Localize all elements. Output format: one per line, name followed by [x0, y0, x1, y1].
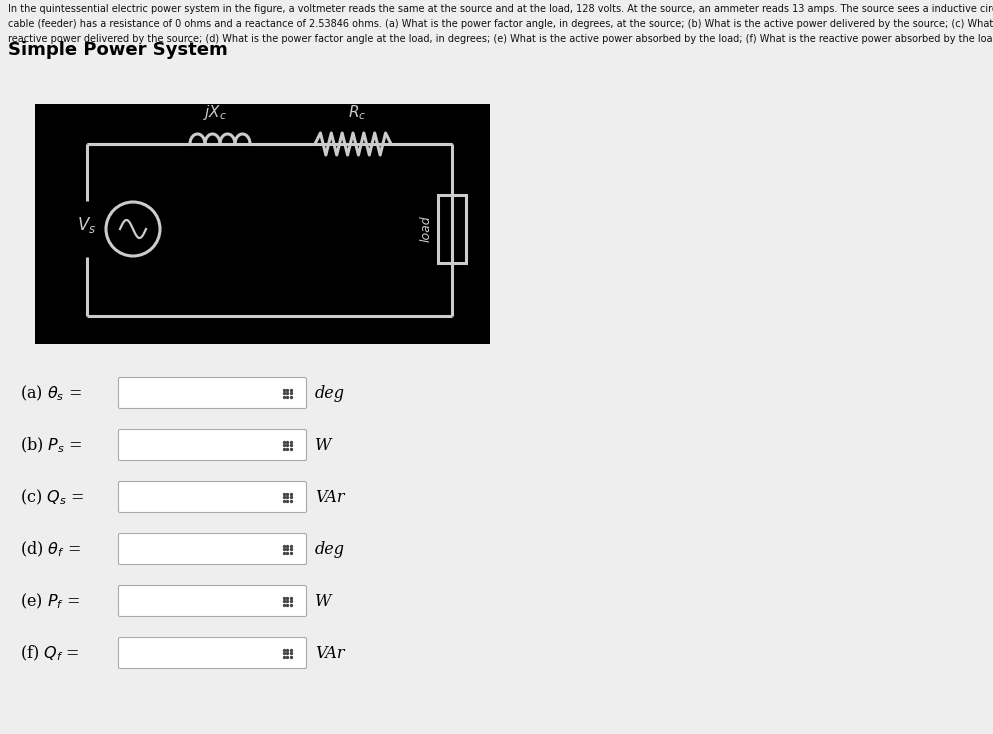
Text: load: load — [420, 216, 433, 242]
Text: (e) $P_f$ =: (e) $P_f$ = — [20, 592, 79, 611]
Text: (d) $\theta_f$ =: (d) $\theta_f$ = — [20, 539, 80, 559]
Text: $jX_c$: $jX_c$ — [203, 103, 227, 122]
Bar — [35, 104, 490, 344]
Text: VAr: VAr — [315, 489, 345, 506]
Text: (b) $P_s$ =: (b) $P_s$ = — [20, 435, 82, 454]
Text: In the quintessential electric power system in the figure, a voltmeter reads the: In the quintessential electric power sys… — [8, 4, 993, 14]
Bar — [438, 195, 466, 263]
Text: $R_c$: $R_c$ — [348, 103, 366, 122]
Text: reactive power delivered by the source; (d) What is the power factor angle at th: reactive power delivered by the source; … — [8, 34, 993, 44]
Text: (c) $Q_s$ =: (c) $Q_s$ = — [20, 487, 84, 506]
Text: W: W — [315, 437, 332, 454]
Text: Simple Power System: Simple Power System — [8, 41, 227, 59]
FancyBboxPatch shape — [118, 638, 307, 669]
FancyBboxPatch shape — [118, 586, 307, 617]
FancyBboxPatch shape — [118, 377, 307, 409]
FancyBboxPatch shape — [118, 429, 307, 460]
Text: W: W — [315, 592, 332, 609]
Text: $V_s$: $V_s$ — [76, 215, 96, 235]
Text: cable (feeder) has a resistance of 0 ohms and a reactance of 2.53846 ohms. (a) W: cable (feeder) has a resistance of 0 ohm… — [8, 19, 993, 29]
Text: deg: deg — [315, 540, 345, 558]
Text: VAr: VAr — [315, 644, 345, 661]
FancyBboxPatch shape — [118, 534, 307, 564]
FancyBboxPatch shape — [118, 482, 307, 512]
Text: (f) $Q_f$ =: (f) $Q_f$ = — [20, 643, 79, 663]
Text: deg: deg — [315, 385, 345, 401]
Text: (a) $\theta_s$ =: (a) $\theta_s$ = — [20, 383, 82, 403]
